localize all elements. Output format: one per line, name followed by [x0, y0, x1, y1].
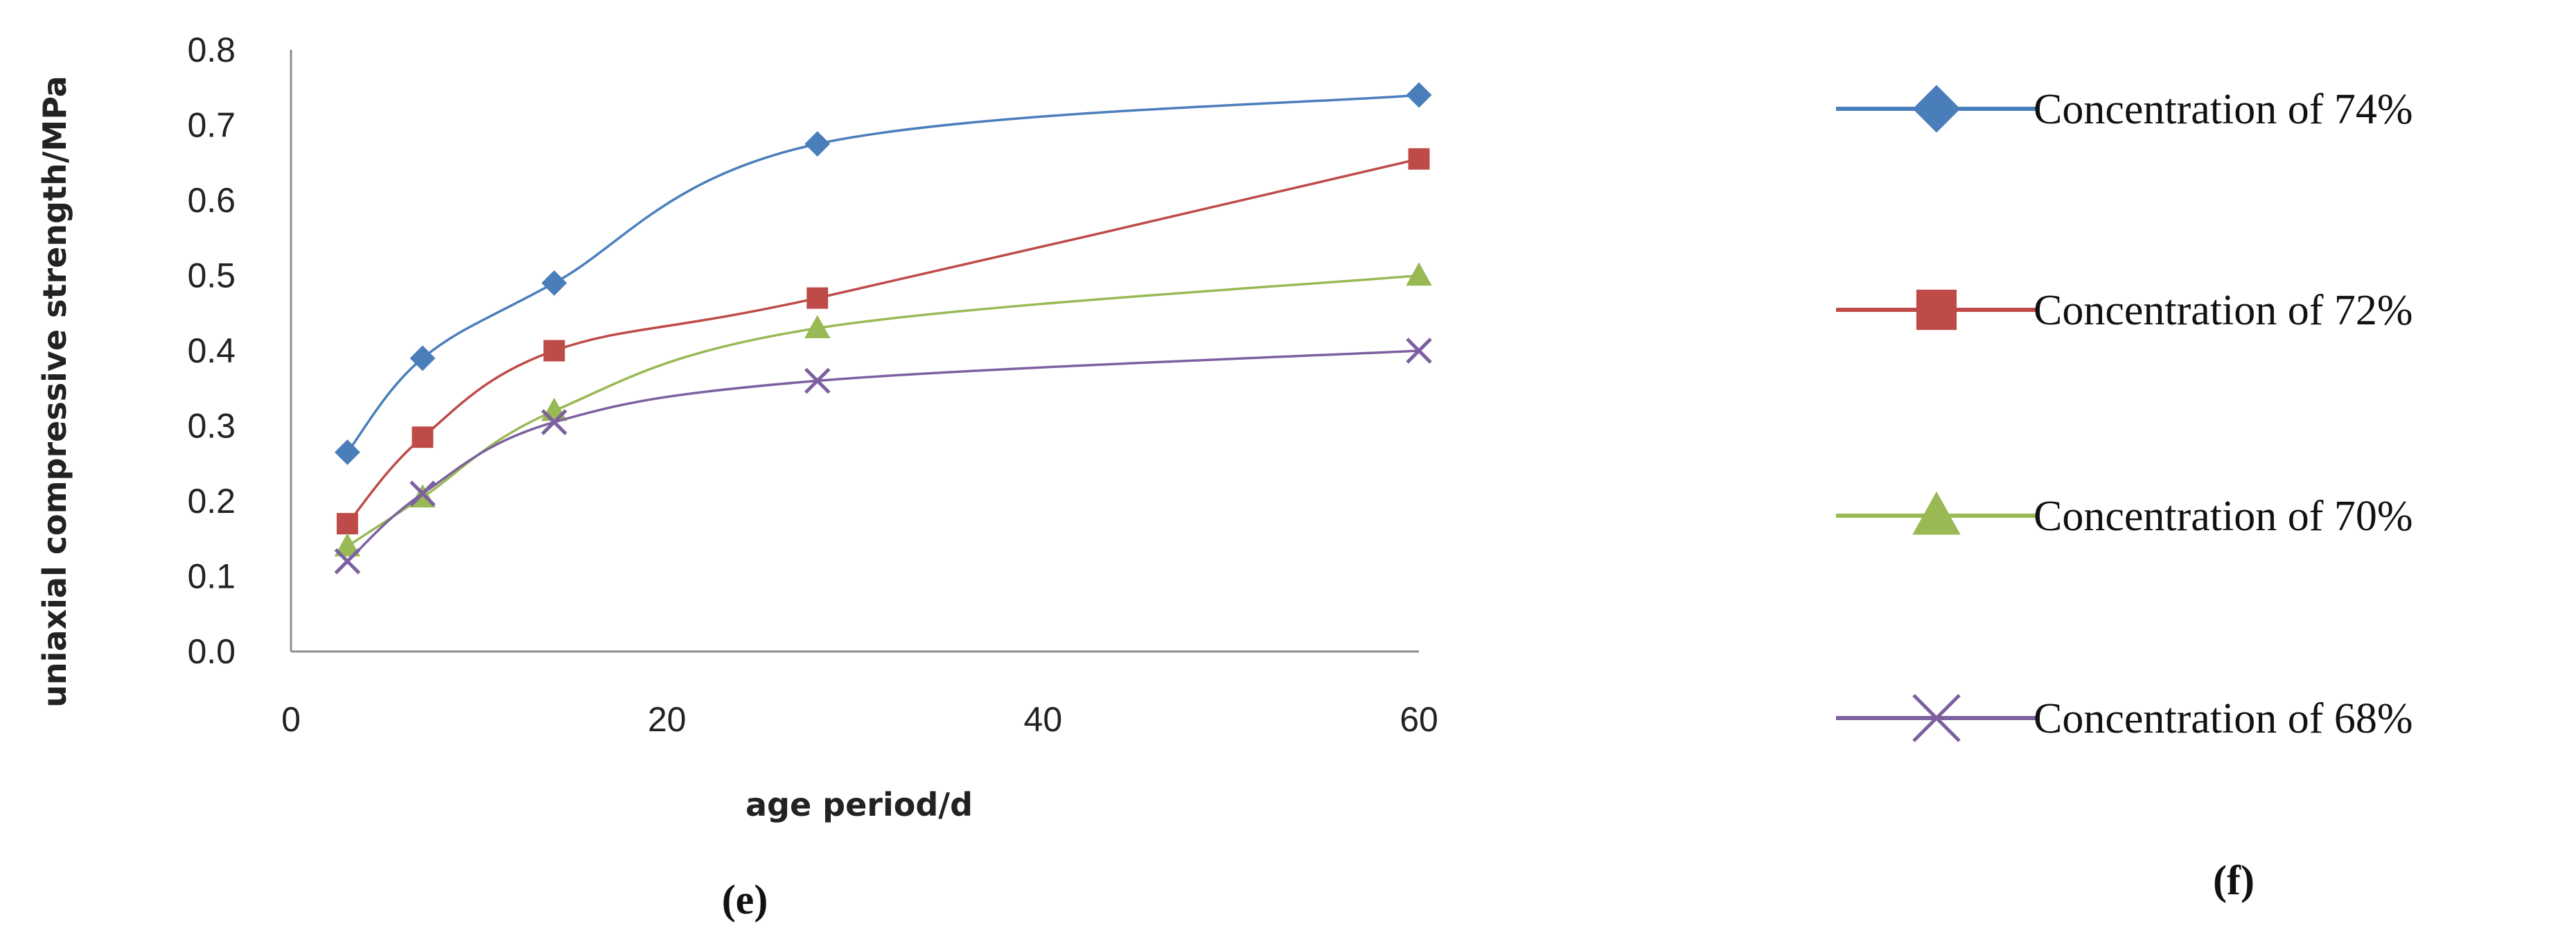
x-stroke — [334, 548, 361, 575]
legend-marker — [1912, 694, 1961, 742]
data-point — [334, 439, 360, 465]
data-point — [409, 480, 436, 507]
series-2 — [334, 262, 1432, 557]
series-line — [346, 349, 1420, 563]
data-point — [1406, 262, 1432, 286]
data-point — [541, 397, 567, 421]
legend-marker — [1916, 289, 1957, 331]
series-3 — [334, 338, 1432, 575]
legend-item-2: Concentration of 70% — [1836, 491, 2413, 540]
x-stroke — [804, 367, 831, 394]
y-tick-label: 0.0 — [187, 632, 236, 671]
chart-legend: Concentration of 74% Concentration of 72%… — [1836, 85, 2413, 742]
y-tick-label: 0.4 — [187, 331, 236, 370]
legend-label: Concentration of 72% — [2034, 287, 2413, 334]
legend-item-3: Concentration of 68% — [1836, 694, 2413, 742]
data-point — [804, 315, 831, 339]
chart-series — [334, 82, 1432, 575]
data-point — [1408, 148, 1430, 170]
y-tick-label: 0.5 — [187, 256, 236, 295]
x-stroke — [541, 409, 567, 435]
y-tick-label: 0.1 — [187, 557, 236, 596]
series-0 — [334, 82, 1432, 465]
data-point — [1406, 338, 1432, 364]
y-axis-title: uniaxial compressive strength/MPa — [36, 76, 73, 708]
data-point — [409, 345, 436, 372]
y-tick-label: 0.3 — [187, 407, 236, 446]
data-point — [336, 513, 358, 534]
series-line — [346, 157, 1420, 525]
legend-marker — [1912, 85, 1961, 133]
chart-ticks: 0.0 0.1 0.2 0.3 0.4 0.5 0.6 0.7 0.8 0 20 40 60 — [187, 30, 1438, 739]
series-1 — [336, 148, 1430, 534]
panel-label-e: (e) — [722, 877, 768, 923]
x-tick-label: 60 — [1400, 700, 1438, 739]
x-stroke — [1912, 694, 1961, 742]
panel-label-f: (f) — [2213, 857, 2255, 903]
data-point — [334, 533, 361, 557]
x-tick-label: 40 — [1024, 700, 1063, 739]
y-tick-label: 0.6 — [187, 181, 236, 220]
y-tick-label: 0.7 — [187, 106, 236, 145]
x-stroke — [1406, 338, 1432, 364]
series-line — [346, 94, 1420, 453]
data-point — [543, 340, 565, 362]
x-axis-title: age period/d — [746, 786, 973, 823]
data-point — [334, 548, 361, 575]
data-point — [1406, 82, 1432, 108]
data-point — [804, 367, 831, 394]
data-point — [541, 409, 567, 435]
data-point — [806, 287, 829, 309]
legend-marker — [1912, 491, 1961, 535]
data-point — [412, 426, 434, 448]
x-stroke — [409, 480, 436, 507]
legend-label: Concentration of 68% — [2034, 695, 2413, 742]
series-line — [346, 274, 1420, 548]
x-tick-label: 20 — [648, 700, 687, 739]
legend-item-0: Concentration of 74% — [1836, 85, 2413, 133]
legend-label: Concentration of 74% — [2034, 86, 2413, 133]
legend-item-1: Concentration of 72% — [1836, 287, 2413, 334]
y-tick-label: 0.8 — [187, 30, 236, 69]
data-point — [804, 131, 831, 157]
x-tick-label: 0 — [281, 700, 301, 739]
data-point — [541, 270, 567, 296]
y-tick-label: 0.2 — [187, 482, 236, 521]
chart-axes — [290, 50, 1419, 653]
legend-label: Concentration of 70% — [2034, 493, 2413, 540]
